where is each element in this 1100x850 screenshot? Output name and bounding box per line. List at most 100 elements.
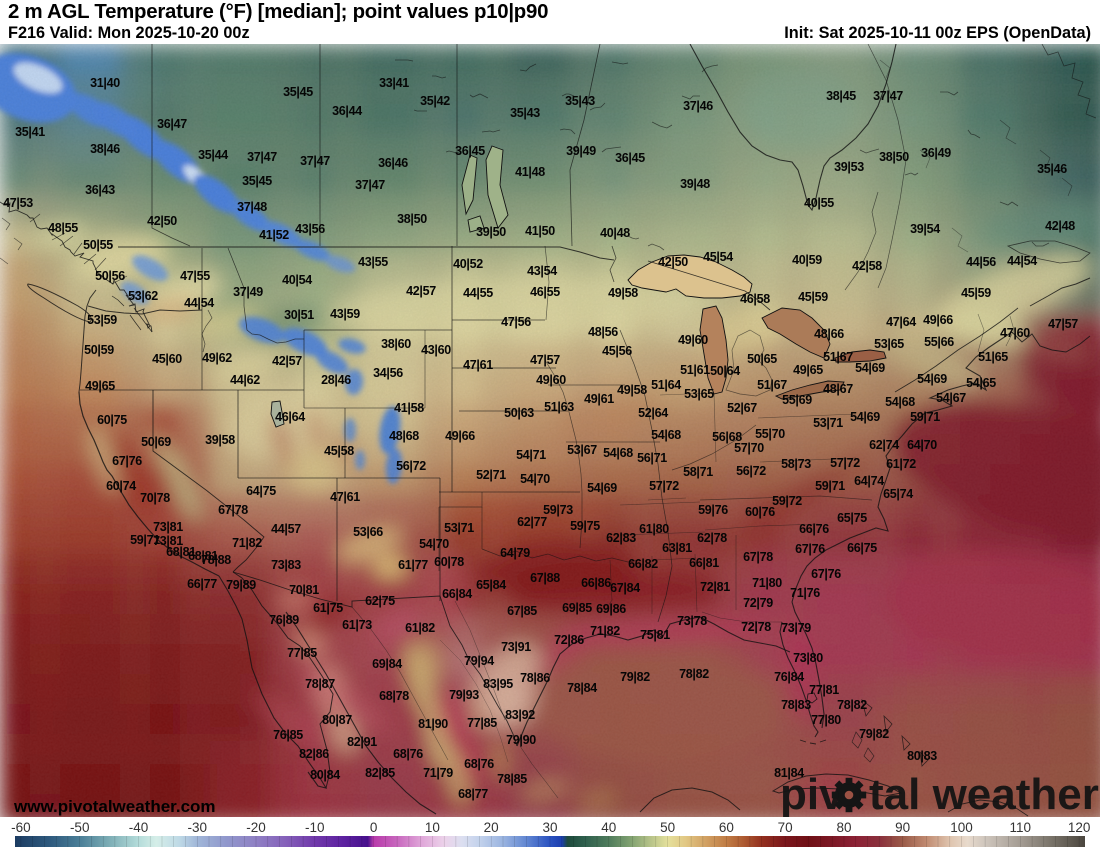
- svg-text:49|61: 49|61: [584, 392, 614, 406]
- svg-text:60|78: 60|78: [434, 555, 464, 569]
- svg-text:35|46: 35|46: [1037, 162, 1067, 176]
- svg-text:47|55: 47|55: [180, 269, 210, 283]
- svg-text:42|50: 42|50: [147, 214, 177, 228]
- svg-text:65|84: 65|84: [476, 578, 506, 592]
- svg-text:59|75: 59|75: [570, 519, 600, 533]
- svg-text:57|72: 57|72: [649, 479, 679, 493]
- svg-text:43|55: 43|55: [358, 255, 388, 269]
- svg-text:56|72: 56|72: [396, 459, 426, 473]
- svg-text:38|50: 38|50: [397, 212, 427, 226]
- svg-text:67|84: 67|84: [610, 581, 640, 595]
- svg-text:67|78: 67|78: [218, 503, 248, 517]
- svg-text:53|65: 53|65: [874, 337, 904, 351]
- svg-text:44|56: 44|56: [966, 255, 996, 269]
- svg-text:51|61: 51|61: [680, 363, 710, 377]
- svg-text:78|85: 78|85: [497, 772, 527, 786]
- svg-text:40: 40: [601, 820, 616, 835]
- svg-text:www.pivotalweather.com: www.pivotalweather.com: [13, 797, 216, 816]
- svg-text:77|85: 77|85: [287, 646, 317, 660]
- svg-text:47|64: 47|64: [886, 315, 916, 329]
- svg-text:120: 120: [1068, 820, 1091, 835]
- svg-text:61|72: 61|72: [886, 457, 916, 471]
- svg-text:59|71: 59|71: [815, 479, 845, 493]
- svg-text:64|75: 64|75: [246, 484, 276, 498]
- svg-text:63|81: 63|81: [662, 541, 692, 555]
- svg-text:67|78: 67|78: [743, 550, 773, 564]
- svg-text:77|80: 77|80: [811, 713, 841, 727]
- svg-text:49|60: 49|60: [678, 333, 708, 347]
- svg-text:73|81: 73|81: [153, 534, 183, 548]
- svg-text:20: 20: [484, 820, 499, 835]
- svg-text:66|86: 66|86: [581, 576, 611, 590]
- svg-text:53|67: 53|67: [567, 443, 597, 457]
- svg-text:49|65: 49|65: [85, 379, 115, 393]
- svg-text:72|79: 72|79: [743, 596, 773, 610]
- svg-text:41|52: 41|52: [259, 228, 289, 242]
- svg-text:45|59: 45|59: [961, 286, 991, 300]
- svg-text:37|47: 37|47: [300, 154, 330, 168]
- svg-text:66|77: 66|77: [187, 577, 217, 591]
- svg-text:36|44: 36|44: [332, 104, 362, 118]
- svg-text:77|81: 77|81: [809, 683, 839, 697]
- svg-text:78|84: 78|84: [567, 681, 597, 695]
- svg-text:34|56: 34|56: [373, 366, 403, 380]
- svg-text:68|81: 68|81: [166, 545, 196, 559]
- svg-text:39|53: 39|53: [834, 160, 864, 174]
- svg-text:39|50: 39|50: [476, 225, 506, 239]
- svg-text:57|70: 57|70: [734, 441, 764, 455]
- svg-text:49|58: 49|58: [608, 286, 638, 300]
- svg-text:73|78: 73|78: [677, 614, 707, 628]
- svg-text:42|58: 42|58: [852, 259, 882, 273]
- svg-text:45|56: 45|56: [602, 344, 632, 358]
- svg-text:42|57: 42|57: [406, 284, 436, 298]
- svg-text:37|47: 37|47: [247, 150, 277, 164]
- svg-text:41|58: 41|58: [394, 401, 424, 415]
- svg-text:49|58: 49|58: [617, 383, 647, 397]
- svg-text:70: 70: [778, 820, 793, 835]
- svg-text:36|43: 36|43: [85, 183, 115, 197]
- svg-text:37|48: 37|48: [237, 200, 267, 214]
- svg-text:42|50: 42|50: [658, 255, 688, 269]
- svg-text:79|89: 79|89: [226, 578, 256, 592]
- svg-text:66|81: 66|81: [689, 556, 719, 570]
- svg-text:44|62: 44|62: [230, 373, 260, 387]
- svg-text:56|68: 56|68: [712, 430, 742, 444]
- svg-text:36|47: 36|47: [157, 117, 187, 131]
- svg-text:60|75: 60|75: [97, 413, 127, 427]
- svg-text:41|50: 41|50: [525, 224, 555, 238]
- svg-text:59|71: 59|71: [130, 533, 160, 547]
- svg-text:66|76: 66|76: [799, 522, 829, 536]
- svg-text:61|80: 61|80: [639, 522, 669, 536]
- svg-text:69|84: 69|84: [372, 657, 402, 671]
- svg-text:43|54: 43|54: [527, 264, 557, 278]
- svg-text:69|85: 69|85: [562, 601, 592, 615]
- svg-text:45|60: 45|60: [152, 352, 182, 366]
- svg-text:43|56: 43|56: [295, 222, 325, 236]
- svg-text:50|59: 50|59: [84, 343, 114, 357]
- svg-text:71|79: 71|79: [423, 766, 453, 780]
- svg-text:53|65: 53|65: [684, 387, 714, 401]
- svg-text:40|59: 40|59: [792, 253, 822, 267]
- svg-text:67|76: 67|76: [112, 454, 142, 468]
- svg-text:78|83: 78|83: [781, 698, 811, 712]
- svg-text:82|85: 82|85: [365, 766, 395, 780]
- svg-text:38|50: 38|50: [879, 150, 909, 164]
- svg-text:35|43: 35|43: [565, 94, 595, 108]
- svg-text:73|83: 73|83: [271, 558, 301, 572]
- svg-text:40|55: 40|55: [804, 196, 834, 210]
- svg-text:37|49: 37|49: [233, 285, 263, 299]
- svg-text:79|93: 79|93: [449, 688, 479, 702]
- svg-text:36|45: 36|45: [455, 144, 485, 158]
- svg-text:59|73: 59|73: [543, 503, 573, 517]
- svg-text:66|82: 66|82: [628, 557, 658, 571]
- svg-text:40|52: 40|52: [453, 257, 483, 271]
- svg-text:78|87: 78|87: [305, 677, 335, 691]
- svg-text:67|76: 67|76: [811, 567, 841, 581]
- svg-text:35|44: 35|44: [198, 148, 228, 162]
- svg-text:54|69: 54|69: [917, 372, 947, 386]
- svg-text:31|40: 31|40: [90, 76, 120, 90]
- svg-text:35|45: 35|45: [283, 85, 313, 99]
- svg-text:47|57: 47|57: [1048, 317, 1078, 331]
- svg-text:43|60: 43|60: [421, 343, 451, 357]
- svg-text:73|79: 73|79: [781, 621, 811, 635]
